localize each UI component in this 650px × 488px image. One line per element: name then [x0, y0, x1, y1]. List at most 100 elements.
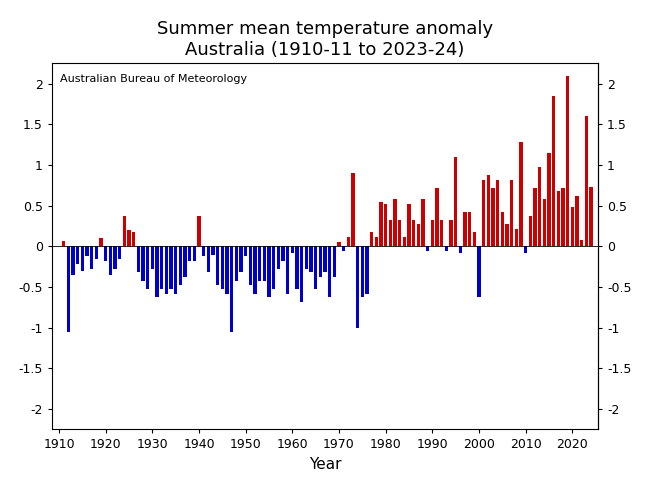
- Bar: [244, 246, 248, 256]
- Bar: [505, 224, 509, 246]
- Bar: [113, 246, 117, 269]
- Bar: [263, 246, 266, 281]
- Bar: [160, 246, 163, 289]
- Bar: [291, 246, 294, 253]
- Bar: [519, 142, 523, 246]
- Bar: [477, 246, 481, 297]
- Bar: [491, 188, 495, 246]
- Bar: [127, 230, 131, 246]
- Bar: [305, 246, 308, 269]
- Bar: [192, 246, 196, 261]
- Bar: [374, 237, 378, 246]
- Bar: [500, 212, 504, 246]
- Bar: [141, 246, 145, 281]
- Bar: [169, 246, 173, 289]
- Bar: [584, 116, 588, 246]
- Bar: [318, 246, 322, 277]
- Text: Australian Bureau of Meteorology: Australian Bureau of Meteorology: [60, 74, 247, 84]
- Bar: [361, 246, 364, 297]
- Bar: [449, 221, 453, 246]
- Bar: [258, 246, 261, 281]
- Bar: [239, 246, 242, 272]
- Bar: [136, 246, 140, 272]
- Bar: [267, 246, 271, 297]
- Bar: [398, 221, 402, 246]
- Bar: [510, 180, 514, 246]
- Bar: [66, 246, 70, 332]
- Bar: [430, 221, 434, 246]
- Bar: [85, 246, 89, 256]
- Bar: [248, 246, 252, 285]
- Bar: [459, 246, 462, 253]
- Bar: [487, 175, 490, 246]
- Bar: [356, 246, 359, 328]
- Bar: [408, 204, 411, 246]
- Bar: [197, 216, 201, 246]
- Bar: [72, 246, 75, 275]
- Bar: [556, 191, 560, 246]
- Bar: [76, 246, 79, 264]
- Bar: [277, 246, 280, 269]
- Bar: [220, 246, 224, 289]
- Title: Summer mean temperature anomaly
Australia (1910-11 to 2023-24): Summer mean temperature anomaly Australi…: [157, 20, 493, 59]
- Bar: [109, 246, 112, 275]
- Bar: [235, 246, 238, 281]
- Bar: [365, 246, 369, 294]
- Bar: [90, 246, 94, 269]
- Bar: [379, 202, 383, 246]
- Bar: [328, 246, 332, 297]
- Bar: [216, 246, 220, 285]
- Bar: [272, 246, 276, 289]
- Bar: [323, 246, 327, 272]
- Bar: [473, 232, 476, 246]
- Bar: [575, 196, 578, 246]
- Bar: [164, 246, 168, 294]
- Bar: [417, 224, 420, 246]
- Bar: [230, 246, 233, 332]
- Bar: [81, 246, 84, 271]
- Bar: [590, 187, 593, 246]
- Bar: [281, 246, 285, 261]
- Bar: [183, 246, 187, 277]
- Bar: [174, 246, 177, 294]
- Bar: [286, 246, 289, 294]
- Bar: [389, 221, 392, 246]
- Bar: [393, 199, 396, 246]
- Bar: [421, 199, 424, 246]
- Bar: [463, 212, 467, 246]
- Bar: [543, 199, 546, 246]
- Bar: [547, 153, 551, 246]
- Bar: [202, 246, 205, 256]
- Bar: [123, 216, 126, 246]
- Bar: [132, 232, 135, 246]
- Bar: [454, 157, 458, 246]
- Bar: [552, 96, 555, 246]
- Bar: [445, 246, 448, 250]
- Bar: [62, 241, 66, 246]
- Bar: [538, 167, 541, 246]
- Bar: [528, 216, 532, 246]
- Bar: [146, 246, 150, 289]
- Bar: [254, 246, 257, 294]
- Bar: [496, 180, 499, 246]
- Bar: [384, 204, 387, 246]
- Bar: [566, 76, 569, 246]
- Bar: [118, 246, 122, 259]
- Bar: [95, 246, 98, 259]
- Bar: [482, 180, 486, 246]
- Bar: [533, 188, 537, 246]
- Bar: [370, 232, 373, 246]
- Bar: [295, 246, 299, 289]
- Bar: [346, 237, 350, 246]
- Bar: [436, 188, 439, 246]
- Bar: [188, 246, 191, 261]
- Bar: [151, 246, 154, 269]
- Bar: [226, 246, 229, 294]
- Bar: [412, 221, 415, 246]
- Bar: [155, 246, 159, 297]
- Bar: [309, 246, 313, 272]
- Bar: [300, 246, 304, 302]
- Bar: [561, 188, 565, 246]
- Bar: [402, 237, 406, 246]
- Bar: [211, 246, 214, 255]
